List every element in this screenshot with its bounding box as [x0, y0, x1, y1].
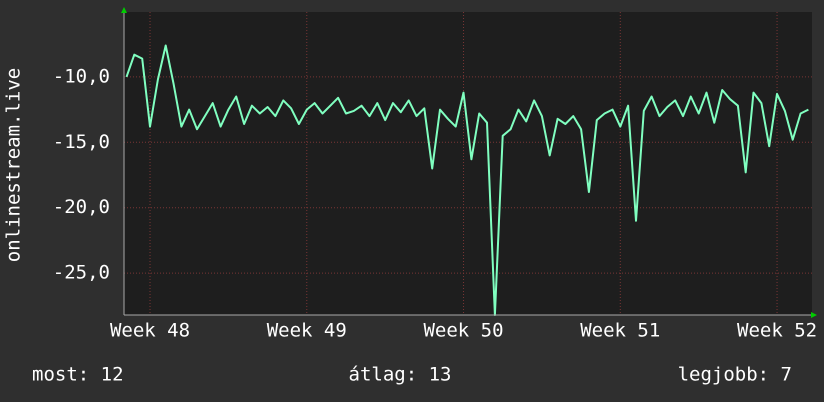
- marks: [125, 44, 809, 316]
- stat-current: most: 12: [32, 364, 124, 386]
- y-tick-label: -10,0: [53, 65, 110, 87]
- y-tick-label: -25,0: [53, 262, 110, 284]
- x-tick-label: Week 51: [580, 320, 660, 342]
- stat-average: átlag: 13: [349, 364, 452, 386]
- x-tick-label: Week 52: [737, 320, 817, 342]
- x-tick-label: Week 48: [110, 320, 190, 342]
- y-tick-label: -15,0: [53, 131, 110, 153]
- grid: [124, 12, 812, 315]
- axis-arrow: [121, 7, 127, 13]
- stat-best: legjobb: 7: [678, 364, 792, 386]
- x-tick-label: Week 49: [267, 320, 347, 342]
- data-line: [125, 44, 809, 316]
- axis-arrow: [811, 312, 817, 318]
- x-tick-label: Week 50: [423, 320, 503, 342]
- y-tick-label: -20,0: [53, 196, 110, 218]
- y-axis-label: onlinestream.live: [3, 68, 25, 262]
- plot-area: [124, 12, 812, 315]
